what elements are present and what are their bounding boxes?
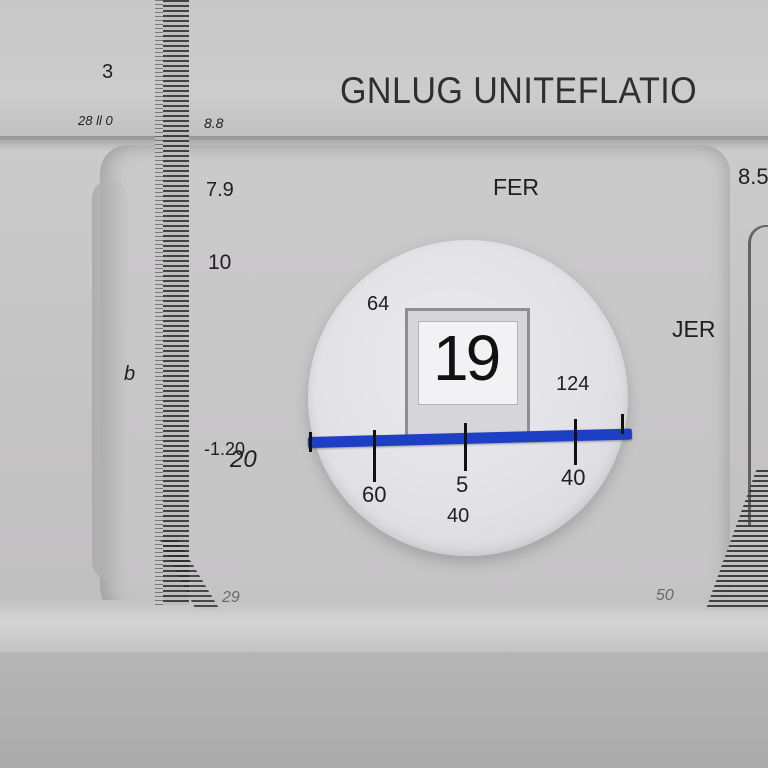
scale-label-left: 28 ll 0	[78, 113, 113, 128]
ruler-label-neg: -1.20	[204, 439, 246, 459]
ruler-strip	[163, 0, 189, 605]
bottom-label-left: 29	[222, 589, 240, 606]
ruler-edge-ticks	[155, 0, 163, 605]
scale-label-40: 40	[561, 465, 586, 490]
bottom-label-right: 50	[656, 587, 674, 604]
ruler-label-20: 20	[230, 446, 257, 473]
scale-tick	[309, 432, 312, 452]
device-title: GNLUG UNITEFLATIO	[340, 70, 698, 111]
panel-label-upper: FER	[493, 174, 539, 200]
scale-tick	[464, 423, 467, 471]
scale-tick	[621, 414, 624, 434]
top-right-label: 8.5	[738, 164, 768, 189]
vertical-ruler	[155, 0, 197, 605]
panel-left-lip	[92, 180, 128, 580]
scale-tick	[373, 430, 376, 482]
dial-window: 19	[405, 308, 530, 440]
ruler-label-10: 10	[208, 251, 232, 274]
scale-label-right: 8.8	[204, 115, 224, 131]
dial-label-bottom: 40	[447, 505, 470, 527]
scale-label-60: 60	[362, 482, 387, 507]
scale-label-5: 5	[456, 472, 469, 497]
bottom-floor	[0, 652, 768, 768]
ruler-label-7-9: 7.9	[206, 179, 234, 201]
scale-tick	[574, 419, 577, 465]
dial-label-upper-left: 64	[367, 293, 390, 315]
dial-window-value: 19	[433, 322, 501, 394]
ruler-label-b: b	[124, 363, 136, 385]
bottom-ledge	[0, 600, 768, 652]
dial-label-upper-right: 124	[556, 373, 590, 395]
panel-label-right: JER	[672, 316, 716, 342]
dial-window-display: 19	[418, 321, 518, 405]
top-band	[0, 0, 768, 140]
right-bracket	[748, 225, 768, 527]
label-3: 3	[102, 61, 114, 83]
